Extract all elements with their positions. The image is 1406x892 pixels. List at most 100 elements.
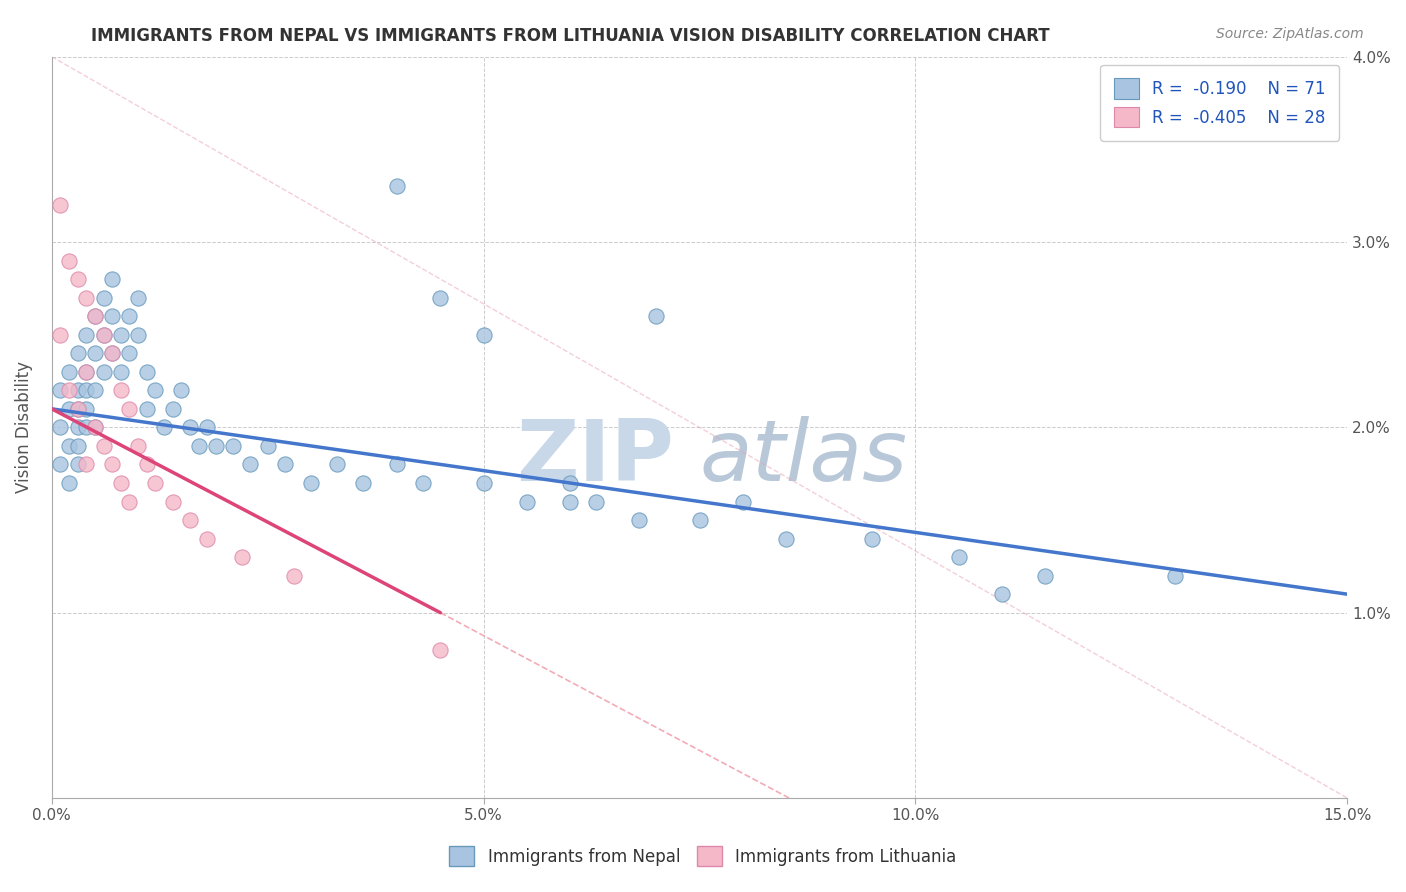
Point [58, 401, 80, 416]
Text: Source: ZipAtlas.com: Source: ZipAtlas.com [1216, 27, 1364, 41]
Point [127, 291, 149, 305]
Legend: R =  -0.190    N = 71, R =  -0.405    N = 28: R = -0.190 N = 71, R = -0.405 N = 28 [1101, 65, 1339, 141]
Point [145, 475, 167, 490]
Point [731, 494, 754, 508]
Point [558, 494, 581, 508]
Point [84, 420, 107, 434]
Legend: Immigrants from Nepal, Immigrants from Lithuania: Immigrants from Nepal, Immigrants from L… [441, 838, 965, 875]
Point [93, 365, 115, 379]
Point [101, 458, 124, 472]
Point [75, 384, 97, 398]
Point [179, 420, 201, 434]
Point [110, 475, 132, 490]
Point [49, 384, 72, 398]
Point [352, 475, 374, 490]
Point [66, 439, 89, 453]
Point [256, 439, 278, 453]
Point [66, 420, 89, 434]
Point [948, 550, 970, 565]
Point [84, 309, 107, 323]
Point [239, 458, 262, 472]
Point [205, 439, 228, 453]
Point [75, 420, 97, 434]
Point [101, 346, 124, 360]
Point [75, 401, 97, 416]
Point [645, 309, 668, 323]
Point [1163, 568, 1185, 582]
Point [187, 439, 209, 453]
Point [49, 198, 72, 212]
Point [118, 494, 141, 508]
Point [118, 309, 141, 323]
Point [231, 550, 253, 565]
Point [118, 401, 141, 416]
Point [170, 384, 193, 398]
Point [101, 346, 124, 360]
Point [110, 365, 132, 379]
Point [101, 309, 124, 323]
Text: IMMIGRANTS FROM NEPAL VS IMMIGRANTS FROM LITHUANIA VISION DISABILITY CORRELATION: IMMIGRANTS FROM NEPAL VS IMMIGRANTS FROM… [91, 27, 1050, 45]
Point [66, 384, 89, 398]
Point [110, 384, 132, 398]
Point [558, 475, 581, 490]
Point [585, 494, 607, 508]
Point [58, 384, 80, 398]
Point [222, 439, 245, 453]
Text: atlas: atlas [700, 416, 907, 499]
Point [135, 365, 157, 379]
Point [75, 458, 97, 472]
Point [429, 642, 451, 657]
Point [412, 475, 434, 490]
Point [472, 327, 495, 342]
Point [75, 365, 97, 379]
Point [274, 458, 297, 472]
Point [1033, 568, 1056, 582]
Point [58, 475, 80, 490]
Point [326, 458, 349, 472]
Point [118, 346, 141, 360]
Point [84, 384, 107, 398]
Point [195, 420, 218, 434]
Point [93, 291, 115, 305]
Point [283, 568, 305, 582]
Point [162, 401, 184, 416]
Text: ZIP: ZIP [516, 416, 673, 499]
Y-axis label: Vision Disability: Vision Disability [15, 361, 32, 493]
Point [49, 327, 72, 342]
Point [429, 291, 451, 305]
Point [49, 420, 72, 434]
Point [689, 513, 711, 527]
Point [860, 532, 883, 546]
Point [387, 179, 409, 194]
Point [75, 327, 97, 342]
Point [93, 327, 115, 342]
Point [162, 494, 184, 508]
Point [179, 513, 201, 527]
Point [75, 291, 97, 305]
Point [127, 327, 149, 342]
Point [153, 420, 176, 434]
Point [66, 272, 89, 286]
Point [84, 346, 107, 360]
Point [84, 420, 107, 434]
Point [58, 439, 80, 453]
Point [75, 365, 97, 379]
Point [58, 365, 80, 379]
Point [135, 401, 157, 416]
Point [628, 513, 651, 527]
Point [66, 401, 89, 416]
Point [66, 458, 89, 472]
Point [101, 272, 124, 286]
Point [387, 458, 409, 472]
Point [135, 458, 157, 472]
Point [49, 458, 72, 472]
Point [93, 327, 115, 342]
Point [127, 439, 149, 453]
Point [145, 384, 167, 398]
Point [775, 532, 797, 546]
Point [991, 587, 1014, 601]
Point [472, 475, 495, 490]
Point [516, 494, 538, 508]
Point [66, 346, 89, 360]
Point [110, 327, 132, 342]
